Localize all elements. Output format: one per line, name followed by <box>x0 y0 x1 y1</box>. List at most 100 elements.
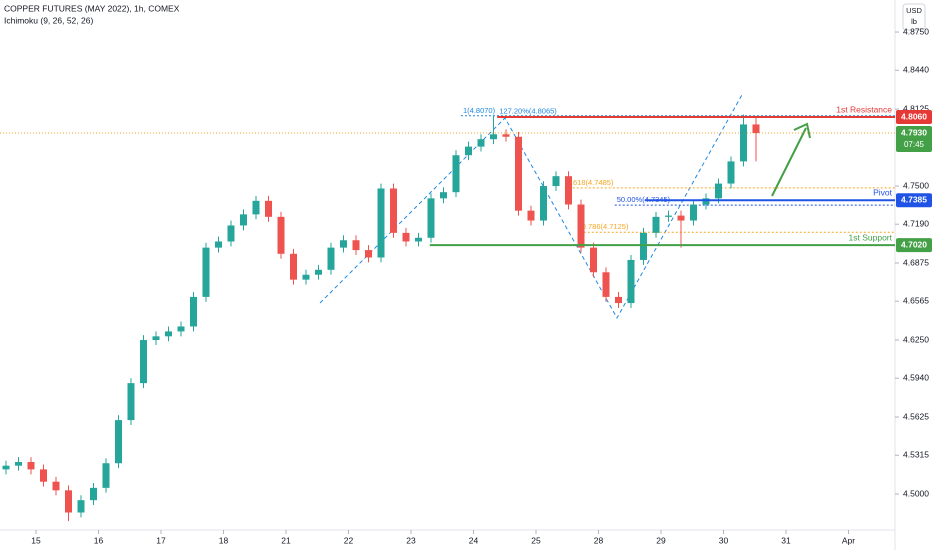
candle-body <box>577 204 585 248</box>
x-tick-label: Apr <box>842 535 855 545</box>
y-tick-label: 4.8440 <box>903 64 929 74</box>
candle-body <box>527 210 535 221</box>
candle-body <box>302 274 310 280</box>
y-tick-label: 4.8750 <box>903 26 929 36</box>
x-tick-label: 21 <box>281 535 291 545</box>
y-tick-label: 4.5940 <box>903 372 929 382</box>
candle-body <box>140 340 147 384</box>
level-axis-label: 4.7020 <box>901 239 927 249</box>
candle-body <box>490 134 497 140</box>
y-tick-label: 4.5000 <box>903 488 929 498</box>
fib-label: 50.00%(4.7345) <box>617 195 671 204</box>
candle-body <box>152 336 160 341</box>
x-tick-label: 30 <box>719 535 729 545</box>
candle-body <box>615 296 622 304</box>
candle-body <box>740 124 747 162</box>
candle-body <box>390 188 397 233</box>
candle-body <box>315 269 322 275</box>
level-axis-box <box>896 110 932 125</box>
candle-body <box>202 247 210 297</box>
x-tick-label: 31 <box>781 535 791 545</box>
last-price-label: 4.7930 <box>901 127 927 137</box>
y-tick-label: 4.6565 <box>903 295 929 305</box>
candle-body <box>115 420 122 464</box>
candle-body <box>540 186 547 221</box>
candle-body <box>15 461 22 466</box>
candle-body <box>52 481 60 491</box>
candle-body <box>240 214 247 226</box>
x-tick-label: 24 <box>469 535 479 545</box>
unit-box[interactable] <box>902 3 926 31</box>
unit: lb <box>911 17 917 26</box>
x-tick-label: 18 <box>219 535 229 545</box>
level-name: 1st Support <box>849 232 893 242</box>
candle-body <box>652 216 660 233</box>
y-tick-label: 4.6250 <box>903 334 929 344</box>
candle-body <box>727 161 735 184</box>
candle-body <box>265 200 272 217</box>
candle-body <box>465 146 472 156</box>
candle-body <box>565 176 572 205</box>
candle-body <box>290 253 297 280</box>
x-tick-label: 16 <box>94 535 104 545</box>
x-tick-label: 15 <box>31 535 41 545</box>
candle-body <box>415 237 422 242</box>
candle-body <box>502 134 510 137</box>
indicator-label: Ichimoku (9, 26, 52, 26) <box>4 15 93 25</box>
candle-body <box>127 383 135 421</box>
candle-body <box>102 463 110 488</box>
x-tick-label: 29 <box>656 535 666 545</box>
fib-label: 0.786(4.7125) <box>582 222 629 231</box>
candle-body <box>702 198 710 205</box>
arrow <box>771 127 807 197</box>
y-tick-label: 4.6875 <box>903 257 929 267</box>
x-tick-label: 22 <box>344 535 354 545</box>
level-axis-box <box>896 238 932 253</box>
fib-label: 1(4.8070) <box>463 106 496 115</box>
y-tick-label: 4.5315 <box>903 449 929 459</box>
candle-body <box>515 136 522 211</box>
last-price-box <box>896 126 932 153</box>
candle-body <box>177 326 185 332</box>
candle-body <box>215 241 222 248</box>
y-tick-label: 4.7500 <box>903 180 929 190</box>
level-name: Pivot <box>873 187 893 197</box>
fib-label: 127.20%(4.8065) <box>499 106 557 115</box>
candle-body <box>90 487 97 501</box>
candle-body <box>440 192 447 199</box>
candle-body <box>77 500 85 513</box>
y-tick-label: 4.8125 <box>903 103 929 113</box>
x-tick-label: 17 <box>156 535 166 545</box>
x-tick-label: 23 <box>406 535 416 545</box>
fib-label: 0.618(4.7485) <box>567 178 614 187</box>
candle-body <box>477 139 485 147</box>
level-axis-label: 4.8060 <box>901 111 927 121</box>
candle-body <box>715 183 722 199</box>
candle-body <box>552 176 560 187</box>
candle-body <box>352 240 360 251</box>
candle-body <box>640 232 647 260</box>
candle-body <box>665 215 672 217</box>
candle-body <box>627 259 635 304</box>
candle-body <box>452 155 460 193</box>
level-axis-label: 4.7385 <box>901 194 927 204</box>
x-tick-label: 28 <box>594 535 604 545</box>
candle-body <box>165 331 172 337</box>
currency: USD <box>906 6 922 15</box>
candle-body <box>602 272 610 297</box>
candle-body <box>327 247 335 270</box>
arrow-head <box>793 122 811 139</box>
countdown: 07:45 <box>904 140 925 149</box>
candle-body <box>677 215 685 221</box>
candle-body <box>365 250 372 258</box>
x-tick-label: 25 <box>531 535 541 545</box>
candle-body <box>227 225 235 242</box>
candle-body <box>252 200 260 215</box>
y-tick-label: 4.5625 <box>903 411 929 421</box>
candle-body <box>590 247 597 273</box>
candle-body <box>27 461 35 470</box>
candle-body <box>690 204 697 221</box>
y-tick-label: 4.7190 <box>903 218 929 228</box>
